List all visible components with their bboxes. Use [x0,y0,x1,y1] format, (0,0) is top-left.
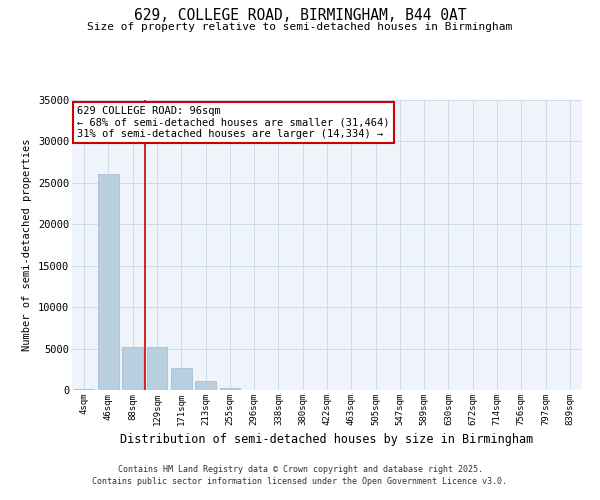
Text: Contains public sector information licensed under the Open Government Licence v3: Contains public sector information licen… [92,478,508,486]
Bar [146,347,167,390]
Bar [122,347,143,390]
Text: 629, COLLEGE ROAD, BIRMINGHAM, B44 0AT: 629, COLLEGE ROAD, BIRMINGHAM, B44 0AT [134,8,466,22]
Text: 629 COLLEGE ROAD: 96sqm
← 68% of semi-detached houses are smaller (31,464)
31% o: 629 COLLEGE ROAD: 96sqm ← 68% of semi-de… [77,106,389,139]
Bar [220,388,240,390]
Bar [171,368,191,390]
Bar [98,174,119,390]
Text: Size of property relative to semi-detached houses in Birmingham: Size of property relative to semi-detach… [88,22,512,32]
Text: Distribution of semi-detached houses by size in Birmingham: Distribution of semi-detached houses by … [121,432,533,446]
Bar [195,381,216,390]
Y-axis label: Number of semi-detached properties: Number of semi-detached properties [22,138,32,352]
Bar [74,389,94,390]
Text: Contains HM Land Registry data © Crown copyright and database right 2025.: Contains HM Land Registry data © Crown c… [118,465,482,474]
